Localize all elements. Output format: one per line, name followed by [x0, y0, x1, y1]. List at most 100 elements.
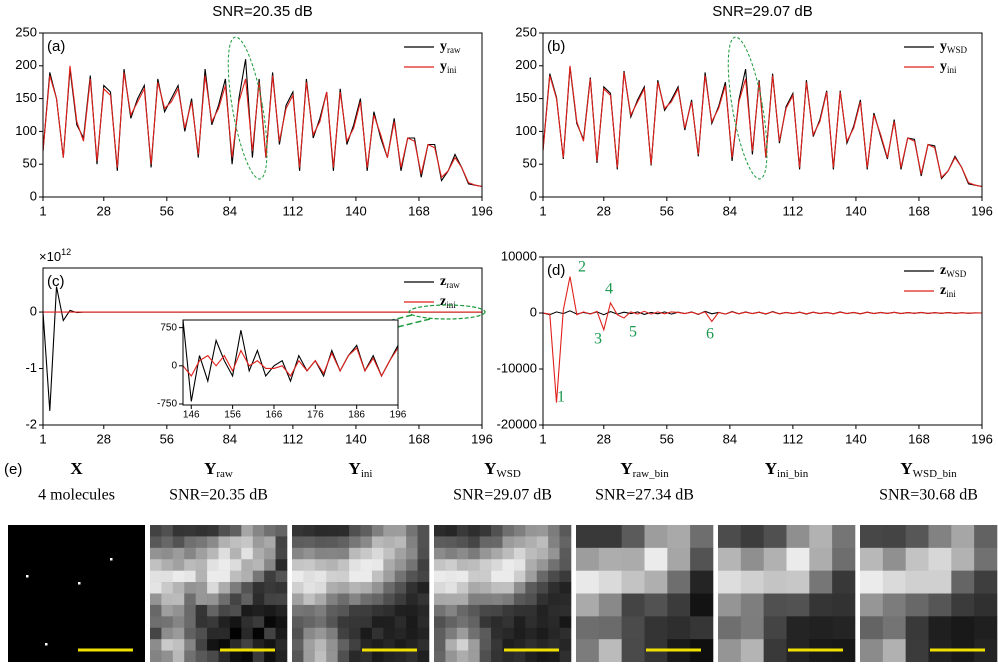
pixel [218, 570, 231, 583]
pixel [786, 616, 810, 640]
pixel [218, 559, 231, 571]
pixel [326, 639, 338, 651]
annotation: 3 [594, 331, 602, 348]
pixel [559, 547, 572, 560]
x-tick-label: 1 [39, 203, 46, 218]
pixel [292, 650, 304, 663]
pixel [371, 627, 384, 640]
pixel [576, 570, 600, 594]
pixel [928, 547, 952, 571]
pixel [525, 536, 538, 549]
inset-frame [182, 319, 399, 406]
image-subscript: ini_bin [777, 468, 809, 480]
image-caption: SNR=30.68 dB [879, 487, 978, 504]
pixel [303, 639, 316, 651]
pixel [337, 582, 350, 594]
pixel [786, 547, 810, 571]
pixel [337, 627, 350, 640]
pixel [513, 627, 526, 640]
pixel [264, 593, 276, 606]
pixel [536, 650, 549, 663]
legend-subscript: WSD [947, 45, 968, 55]
panel-label: (e) [4, 461, 22, 478]
image-title: Yraw [204, 459, 233, 480]
pixel [548, 650, 560, 663]
pixel [718, 547, 742, 571]
pixel [275, 570, 288, 583]
pixel [314, 639, 327, 651]
pixel [360, 650, 373, 663]
pixel [406, 639, 418, 651]
pixel [161, 559, 174, 571]
pixel [349, 536, 361, 549]
pixel [491, 582, 503, 594]
y-tick-label: 250 [15, 24, 37, 39]
scale-exponent: 12 [61, 247, 71, 257]
pixel [502, 582, 515, 594]
pixel [161, 593, 174, 606]
pixel [417, 559, 430, 571]
pixel [241, 616, 254, 629]
pixel [314, 604, 327, 617]
pixel [598, 570, 622, 594]
pixel [718, 616, 742, 640]
pixel [417, 650, 430, 663]
x-tick-label: 168 [908, 203, 930, 218]
pixel [292, 639, 304, 651]
pixel [360, 604, 373, 617]
pixel [172, 570, 185, 583]
legend-subscript: ini [946, 289, 956, 299]
pixel [394, 650, 407, 663]
y-tick-label: 0 [171, 360, 177, 371]
pixel [667, 570, 691, 594]
pixel [905, 639, 929, 663]
pixel [184, 604, 196, 617]
pixel [417, 627, 430, 640]
pixel [349, 604, 361, 617]
pixel [349, 559, 361, 571]
pixel [536, 593, 549, 606]
pixel [241, 536, 254, 549]
pixel [690, 616, 714, 640]
pixel [275, 616, 288, 629]
pixel [337, 570, 350, 583]
annotation: 2 [578, 259, 586, 276]
pixel [229, 627, 242, 640]
pixel [882, 639, 906, 663]
pixel [882, 547, 906, 571]
x-tick-label: 140 [345, 203, 367, 218]
pixel [548, 582, 560, 594]
pixel [150, 627, 162, 640]
pixel [264, 525, 276, 537]
pixel [576, 525, 600, 549]
pixel [184, 627, 196, 640]
pixel [417, 570, 430, 583]
pixel [292, 627, 304, 640]
pixel [644, 525, 668, 549]
pixel [434, 627, 446, 640]
pixel [292, 570, 304, 583]
pixel [241, 639, 254, 651]
pixel [229, 536, 242, 549]
y-tick-label: 50 [23, 156, 37, 171]
pixel [371, 547, 384, 560]
pixel [394, 570, 407, 583]
pixel [150, 547, 162, 560]
pixel [394, 525, 407, 537]
pixel [860, 639, 884, 663]
pixel [207, 639, 219, 651]
x-tick-label: 56 [660, 203, 674, 218]
pixel [974, 593, 998, 617]
pixel [468, 525, 480, 537]
pixel [951, 616, 975, 640]
x-tick-label: 56 [160, 431, 174, 446]
pixel [406, 604, 418, 617]
pixel [275, 525, 288, 537]
pixel [667, 525, 691, 549]
panel-label: (c) [47, 273, 65, 290]
pixel [264, 547, 276, 560]
pixel [195, 593, 208, 606]
pixel [326, 570, 338, 583]
pixel [525, 616, 538, 629]
